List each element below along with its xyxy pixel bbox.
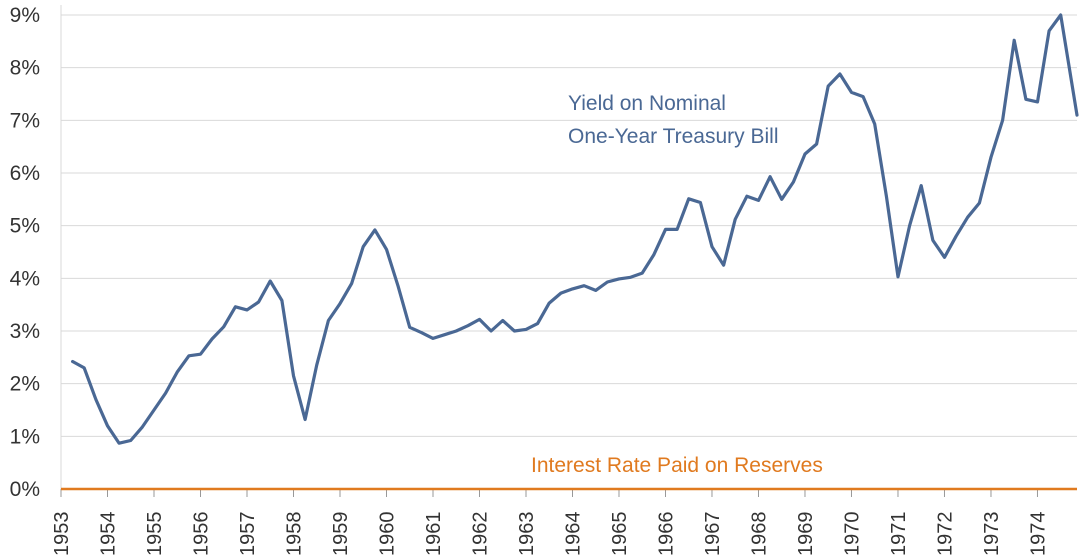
y-tick-label: 1% [10, 425, 40, 448]
x-tick-label: 1966 [655, 512, 677, 557]
y-axis-tick-labels: 0% 1% 2% 3% 4% 5% 6% 7% 8% 9% [10, 4, 40, 501]
gridlines [60, 5, 1077, 497]
x-tick-label: 1964 [562, 512, 584, 557]
y-tick-label: 8% [10, 57, 40, 80]
y-tick-label: 6% [10, 162, 40, 185]
x-tick-label: 1968 [748, 512, 770, 557]
series-lines [61, 13, 1079, 491]
y-tick-label: 7% [10, 109, 40, 132]
x-tick-label: 1969 [795, 512, 817, 557]
y-tick-label: 3% [10, 320, 40, 343]
x-tick-label: 1958 [283, 512, 305, 557]
x-tick-label: 1959 [330, 512, 352, 557]
x-tick-label: 1955 [144, 512, 166, 557]
y-tick-label: 9% [10, 4, 40, 27]
y-tick-label: 4% [10, 267, 40, 290]
x-tick-label: 1956 [190, 512, 212, 557]
x-tick-label: 1967 [702, 512, 724, 557]
x-tick-label: 1962 [469, 511, 491, 556]
x-tick-label: 1963 [516, 512, 538, 557]
x-tick-label: 1960 [376, 512, 398, 557]
x-tick-label: 1970 [841, 512, 863, 557]
x-tick-label: 1957 [237, 512, 259, 557]
y-tick-label: 2% [10, 373, 40, 396]
x-tick-label: 1971 [888, 512, 910, 557]
x-tick-label: 1954 [97, 512, 119, 557]
x-tick-label: 1972 [934, 512, 956, 557]
y-tick-label: 5% [10, 215, 40, 238]
x-axis-tick-labels: 1953 1954 1955 1956 1957 1958 1959 1960 1961 1962… [51, 511, 1049, 556]
series-line-yield [70, 13, 1079, 445]
x-tick-label: 1965 [609, 512, 631, 557]
x-tick-label: 1974 [1027, 512, 1049, 557]
yield-series-label-line-2: One-Year Treasury Bill [568, 125, 778, 148]
x-tick-label: 1973 [981, 512, 1003, 556]
reserves-series-label: Interest Rate Paid on Reserves [531, 454, 823, 477]
y-tick-label: 0% [10, 478, 40, 501]
x-tick-label: 1961 [423, 512, 445, 557]
x-tick-label: 1953 [51, 512, 73, 557]
yield-series-label-line-1: Yield on Nominal [568, 92, 726, 115]
